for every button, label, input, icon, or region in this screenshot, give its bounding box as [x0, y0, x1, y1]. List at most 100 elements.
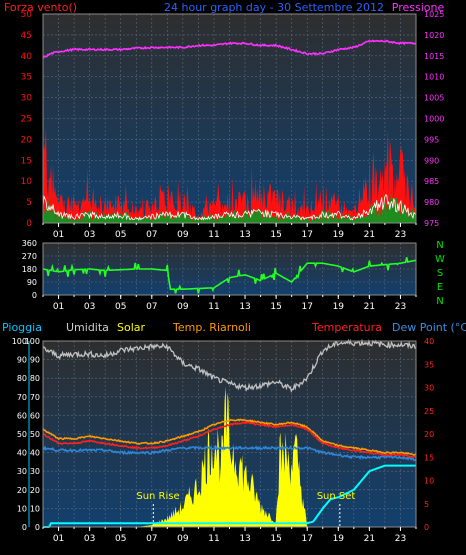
rain-line	[43, 464, 416, 528]
temperature-y-tick-label: 5	[424, 500, 429, 509]
dew-point-label: Dew Point (°C)	[392, 321, 466, 334]
humidity-y-tick-label: 20	[30, 486, 40, 495]
wind-y-tick-label: 0	[26, 219, 32, 229]
wind-y-tick-label: 20	[21, 135, 33, 145]
direction-x-tick-label: 23	[395, 302, 406, 312]
sunset-label: Sun Set	[317, 491, 356, 502]
wind-average-line	[42, 194, 417, 221]
rain-label: Pioggia	[2, 321, 42, 334]
pressure-axis-label: Pressione	[392, 1, 445, 14]
pressure-y-tick-label: 1015	[424, 52, 444, 61]
humidity-y-tick-label: 0	[35, 523, 40, 532]
direction-x-tick-label: 19	[333, 302, 345, 312]
wind-x-tick-label: 21	[364, 230, 375, 240]
direction-y-tick-label: 360	[22, 239, 37, 248]
wind-y-tick-label: 15	[21, 156, 32, 166]
direction-y-tick-label: 180	[22, 265, 37, 274]
wind-y-tick-label: 50	[21, 10, 33, 20]
wind-y-tick-label: 40	[21, 52, 33, 62]
direction-x-tick-label: 13	[239, 302, 250, 312]
temperature-x-tick-label: 03	[84, 534, 95, 544]
direction-y-tick-label: 90	[27, 278, 37, 287]
temperature-y-tick-label: 35	[424, 360, 434, 369]
humidity-line	[42, 338, 417, 393]
temperature-y-tick-label: 25	[424, 407, 434, 416]
temperature-x-tick-label: 19	[333, 534, 345, 544]
wind-y-tick-label: 30	[21, 94, 33, 104]
temperature-x-tick-label: 09	[177, 534, 189, 544]
humidity-y-tick-label: 40	[30, 449, 40, 458]
pressure-y-tick-label: 1000	[424, 115, 444, 124]
pressure-line	[42, 39, 417, 59]
humidity-y-tick-label: 60	[30, 411, 40, 420]
direction-x-tick-label: 17	[301, 302, 312, 312]
rain-y-tick-label: 100	[12, 337, 27, 346]
temperature-y-tick-label: 40	[424, 337, 434, 346]
temperature-y-tick-label: 15	[424, 453, 434, 462]
wind-y-tick-label: 25	[21, 115, 32, 125]
temperature-x-tick-label: 01	[53, 534, 64, 544]
wind-x-tick-label: 09	[177, 230, 189, 240]
rain-y-tick-label: 60	[17, 411, 27, 420]
direction-x-tick-label: 09	[177, 302, 189, 312]
rain-y-tick-label: 80	[17, 374, 27, 383]
temperature-y-tick-label: 30	[424, 384, 434, 393]
temperature-y-tick-label: 20	[424, 430, 434, 439]
rain-y-tick-label: 50	[17, 430, 27, 439]
temperature-label: Temperatura	[311, 321, 382, 334]
humidity-y-tick-label: 10	[30, 504, 40, 513]
temperature-line	[43, 420, 417, 459]
direction-letter-label: W	[435, 254, 445, 265]
wind-y-tick-label: 10	[21, 177, 33, 187]
direction-x-tick-label: 11	[208, 302, 219, 312]
solar-label: Solar	[117, 321, 146, 334]
temperature-x-tick-label: 17	[301, 534, 312, 544]
pressure-y-tick-label: 975	[424, 219, 439, 228]
humidity-y-tick-label: 50	[30, 430, 40, 439]
wind-x-tick-label: 15	[270, 230, 281, 240]
rain-y-tick-label: 0	[22, 523, 27, 532]
rain-y-tick-label: 10	[17, 504, 27, 513]
pressure-y-tick-label: 985	[424, 177, 439, 186]
wind-axis-label: Forza vento()	[4, 1, 77, 14]
temperature-x-tick-label: 07	[146, 534, 157, 544]
rain-y-tick-label: 70	[17, 393, 27, 402]
pressure-y-tick-label: 980	[424, 198, 439, 207]
dew-point-line	[42, 444, 417, 462]
direction-x-tick-label: 01	[53, 302, 64, 312]
wind-average-area	[43, 189, 416, 223]
wind-x-tick-label: 23	[395, 230, 406, 240]
wind-y-tick-label: 45	[21, 31, 32, 41]
direction-x-tick-label: 07	[146, 302, 157, 312]
chart-title: 24 hour graph day - 30 Settembre 2012	[164, 1, 384, 14]
wind-y-tick-label: 35	[21, 73, 32, 83]
pressure-y-tick-label: 1020	[424, 31, 444, 40]
rain-y-tick-label: 90	[17, 356, 27, 365]
humidity-y-tick-label: 100	[25, 337, 40, 346]
sunrise-label: Sun Rise	[136, 491, 179, 502]
rain-y-tick-label: 20	[17, 486, 27, 495]
heat-index-label: Temp. Riarnoli	[172, 321, 251, 334]
direction-letter-label: E	[437, 282, 443, 293]
wind-direction-line	[42, 257, 417, 294]
wind-x-tick-label: 01	[53, 230, 64, 240]
wind-x-tick-label: 17	[301, 230, 312, 240]
wind-x-tick-label: 03	[84, 230, 95, 240]
direction-x-tick-label: 05	[115, 302, 126, 312]
humidity-y-tick-label: 80	[30, 374, 40, 383]
direction-x-tick-label: 21	[364, 302, 375, 312]
humidity-y-tick-label: 70	[30, 393, 40, 402]
wind-x-tick-label: 05	[115, 230, 126, 240]
wind-gust-area	[43, 128, 416, 223]
temperature-x-tick-label: 15	[270, 534, 281, 544]
solar-area	[43, 386, 416, 527]
temperature-x-tick-label: 21	[364, 534, 375, 544]
pressure-y-tick-label: 995	[424, 135, 439, 144]
pressure-y-tick-label: 1025	[424, 10, 444, 19]
direction-x-tick-label: 03	[84, 302, 95, 312]
temperature-x-tick-label: 11	[208, 534, 219, 544]
rain-y-tick-label: 30	[17, 467, 27, 476]
humidity-y-tick-label: 30	[30, 467, 40, 476]
